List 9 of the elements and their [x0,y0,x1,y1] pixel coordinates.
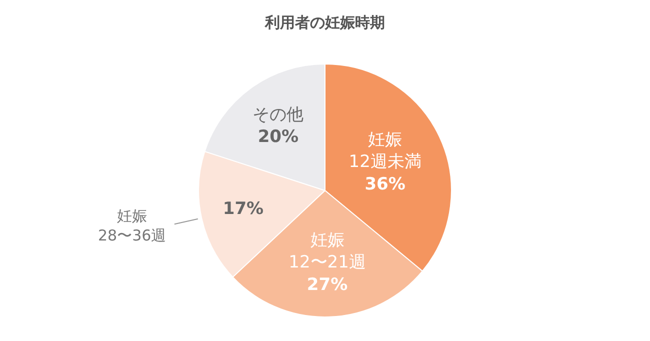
slice-label: 妊娠 28〜36週 [98,207,166,244]
chart-title: 利用者の妊娠時期 [264,14,385,32]
data-label: 17% [222,198,264,219]
slice-label: 妊娠 12〜21週 [288,230,366,273]
data-label: 27% [306,274,348,295]
data-label: 20% [258,127,299,148]
data-label: 36% [364,174,406,194]
slice-label: 妊娠 12週未満 [348,130,422,172]
slice-label: その他 [252,105,304,126]
